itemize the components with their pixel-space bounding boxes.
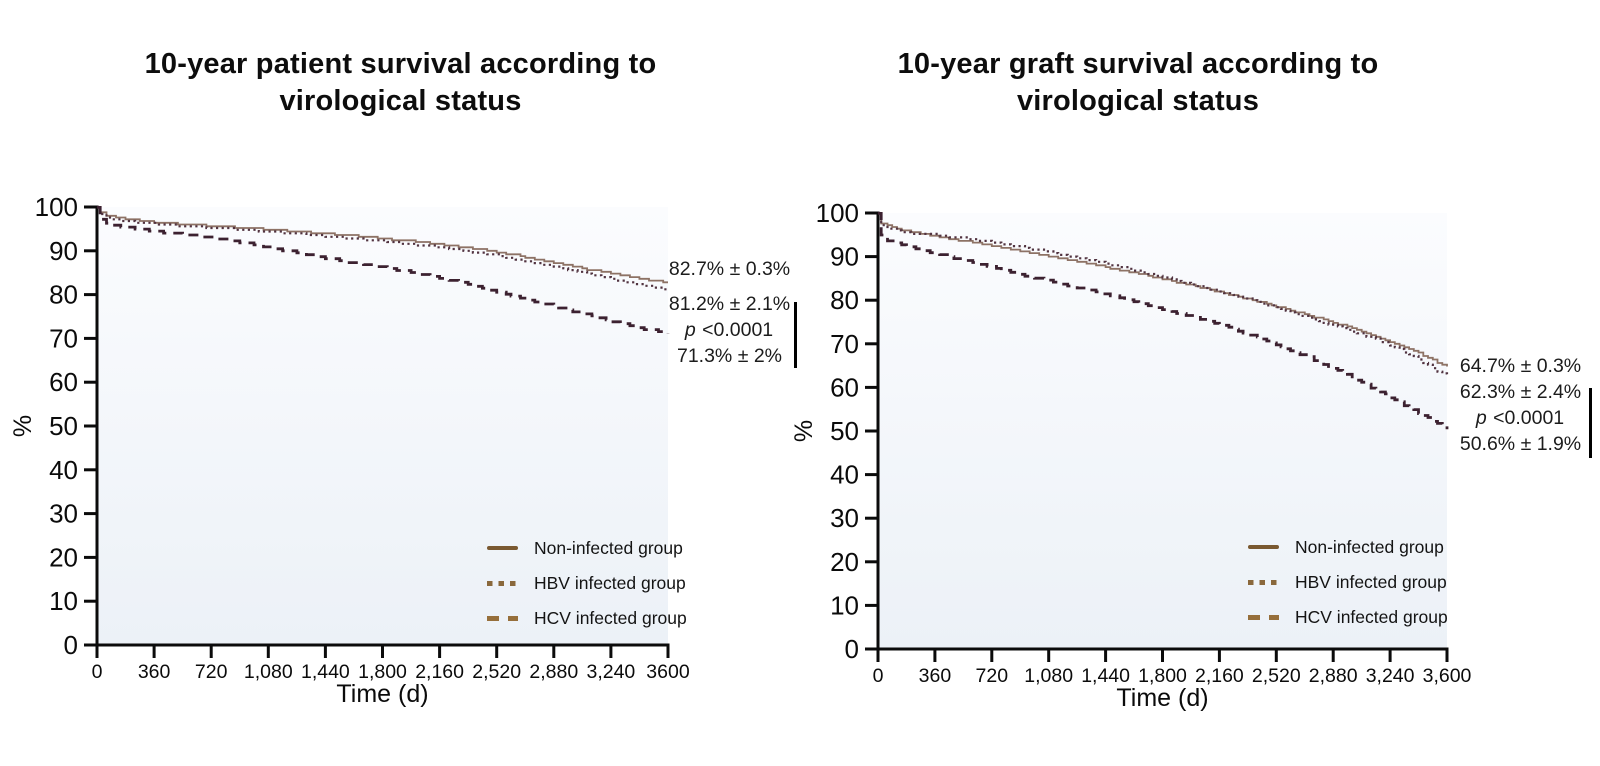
x-tick-label: 3,240 — [1366, 665, 1415, 687]
y-tick-label: 50 — [830, 416, 859, 446]
y-tick-label: 20 — [49, 542, 78, 572]
hbv-line-swatch — [487, 580, 518, 586]
x-axis-label: Time (d) — [336, 680, 428, 708]
x-tick-label: 720 — [976, 665, 1009, 687]
x-tick-label: 1,440 — [1081, 665, 1130, 687]
x-tick-label: 720 — [195, 661, 228, 683]
comparison-bracket — [1589, 388, 1592, 458]
legend-label: HBV infected group — [1295, 571, 1447, 592]
y-tick-label: 100 — [816, 198, 859, 228]
title-line-2: virological status — [279, 85, 522, 117]
y-tick-label: 70 — [49, 323, 78, 353]
x-tick-label: 1,440 — [301, 661, 350, 683]
legend-label: HCV infected group — [1295, 606, 1448, 627]
legend-item-hbv: HBV infected group — [487, 573, 687, 593]
annotation-hbv-value: 62.3% ± 2.4% — [1459, 381, 1582, 403]
plot-area — [878, 213, 1447, 649]
annotation-block-patient: 82.7% ± 0.3% 81.2% ± 2.1% p <0.0001 71.3… — [663, 256, 795, 369]
title-line-2: virological status — [1016, 85, 1260, 117]
annotation-hcv-value: 71.3% ± 2% — [676, 345, 782, 367]
x-tick-label: 3,240 — [586, 661, 635, 683]
legend-label: HBV infected group — [534, 572, 686, 593]
hcv-line-swatch — [487, 615, 518, 621]
legend-label: Non-infected group — [1295, 536, 1444, 557]
annotation-p-value: p <0.0001 — [684, 319, 774, 341]
x-tick-label: 2,520 — [1252, 665, 1301, 687]
plot-area — [97, 207, 668, 645]
chart-title-graft-survival: 10-year graft survival according to viro… — [853, 46, 1423, 120]
chart-0: 0 10 20 30 40 50 60 70 80 90 100 0 360 720 1,080 1,440 1… — [9, 192, 690, 708]
hcv-line-swatch — [1248, 614, 1279, 620]
annotation-hcv-value: 50.6% ± 1.9% — [1459, 433, 1582, 455]
annotation-p-value: p <0.0001 — [1475, 407, 1565, 429]
annotation-noninfected-value: 64.7% ± 0.3% — [1459, 355, 1582, 377]
x-tick-label: 1,800 — [1138, 665, 1187, 687]
y-tick-label: 10 — [830, 590, 859, 620]
y-tick-label: 40 — [830, 460, 859, 490]
series-hcv-infected-group — [878, 212, 1449, 430]
y-tick-label: 60 — [49, 367, 78, 397]
x-tick-label: 2,160 — [415, 661, 464, 683]
y-tick-label: 0 — [64, 630, 78, 660]
noninfected-line-swatch — [1248, 545, 1279, 549]
y-tick-label: 10 — [49, 586, 78, 616]
y-tick-label: 90 — [830, 242, 859, 272]
y-tick-label: 50 — [49, 411, 78, 441]
chart-1: 0 10 20 30 40 50 60 70 80 90 100 0 360 720 1,080 1,440 1… — [790, 198, 1472, 712]
y-tick-label: 90 — [49, 236, 78, 266]
y-axis-label: % — [790, 420, 818, 442]
series-hbv-infected-group — [878, 211, 1449, 377]
x-tick-label: 2,520 — [472, 661, 521, 683]
x-tick-label: 1,080 — [244, 661, 293, 683]
legend-item-hbv: HBV infected group — [1248, 572, 1448, 592]
y-tick-label: 0 — [845, 634, 859, 664]
series-non-infected-group — [97, 206, 668, 284]
x-tick-label: 0 — [92, 661, 103, 683]
y-tick-label: 80 — [49, 280, 78, 310]
annotation-block-graft: 64.7% ± 0.3% 62.3% ± 2.4% p <0.0001 50.6… — [1452, 353, 1588, 457]
y-tick-label: 20 — [830, 547, 859, 577]
x-axis-label: Time (d) — [1116, 684, 1208, 712]
title-line-1: 10-year graft survival according to — [897, 48, 1379, 80]
y-tick-label: 60 — [830, 372, 859, 402]
legend-item-noninfected: Non-infected group — [1248, 537, 1448, 557]
comparison-bracket — [794, 302, 797, 368]
y-tick-label: 80 — [830, 285, 859, 315]
hbv-line-swatch — [1248, 579, 1279, 585]
y-axis-label: % — [9, 415, 37, 437]
legend-item-hcv: HCV infected group — [1248, 607, 1448, 627]
x-tick-label: 360 — [919, 665, 952, 687]
annotation-noninfected-value: 82.7% ± 0.3% — [668, 258, 791, 280]
y-tick-label: 30 — [49, 499, 78, 529]
legend-graft: Non-infected group HBV infected group HC… — [1248, 537, 1448, 627]
x-tick-label: 2,880 — [529, 661, 578, 683]
y-tick-label: 100 — [35, 192, 78, 222]
legend-patient: Non-infected group HBV infected group HC… — [487, 538, 687, 628]
x-tick-label: 3,600 — [1423, 665, 1472, 687]
x-tick-label: 3600 — [646, 661, 690, 683]
noninfected-line-swatch — [487, 546, 518, 550]
title-line-1: 10-year patient survival according to — [144, 48, 657, 80]
x-tick-label: 2,160 — [1195, 665, 1244, 687]
legend-label: Non-infected group — [534, 537, 683, 558]
annotation-hbv-value: 81.2% ± 2.1% — [668, 293, 791, 315]
legend-item-noninfected: Non-infected group — [487, 538, 687, 558]
x-tick-label: 360 — [138, 661, 171, 683]
y-tick-label: 40 — [49, 455, 78, 485]
series-hcv-infected-group — [97, 206, 670, 334]
legend-label: HCV infected group — [534, 607, 687, 628]
x-tick-label: 1,800 — [358, 661, 407, 683]
series-non-infected-group — [878, 212, 1448, 367]
x-tick-label: 0 — [873, 665, 884, 687]
series-hbv-infected-group — [97, 205, 668, 291]
y-tick-label: 30 — [830, 503, 859, 533]
x-tick-label: 2,880 — [1309, 665, 1358, 687]
x-tick-label: 1,080 — [1024, 665, 1073, 687]
y-tick-label: 70 — [830, 329, 859, 359]
chart-title-patient-survival: 10-year patient survival according to vi… — [118, 46, 683, 120]
legend-item-hcv: HCV infected group — [487, 608, 687, 628]
